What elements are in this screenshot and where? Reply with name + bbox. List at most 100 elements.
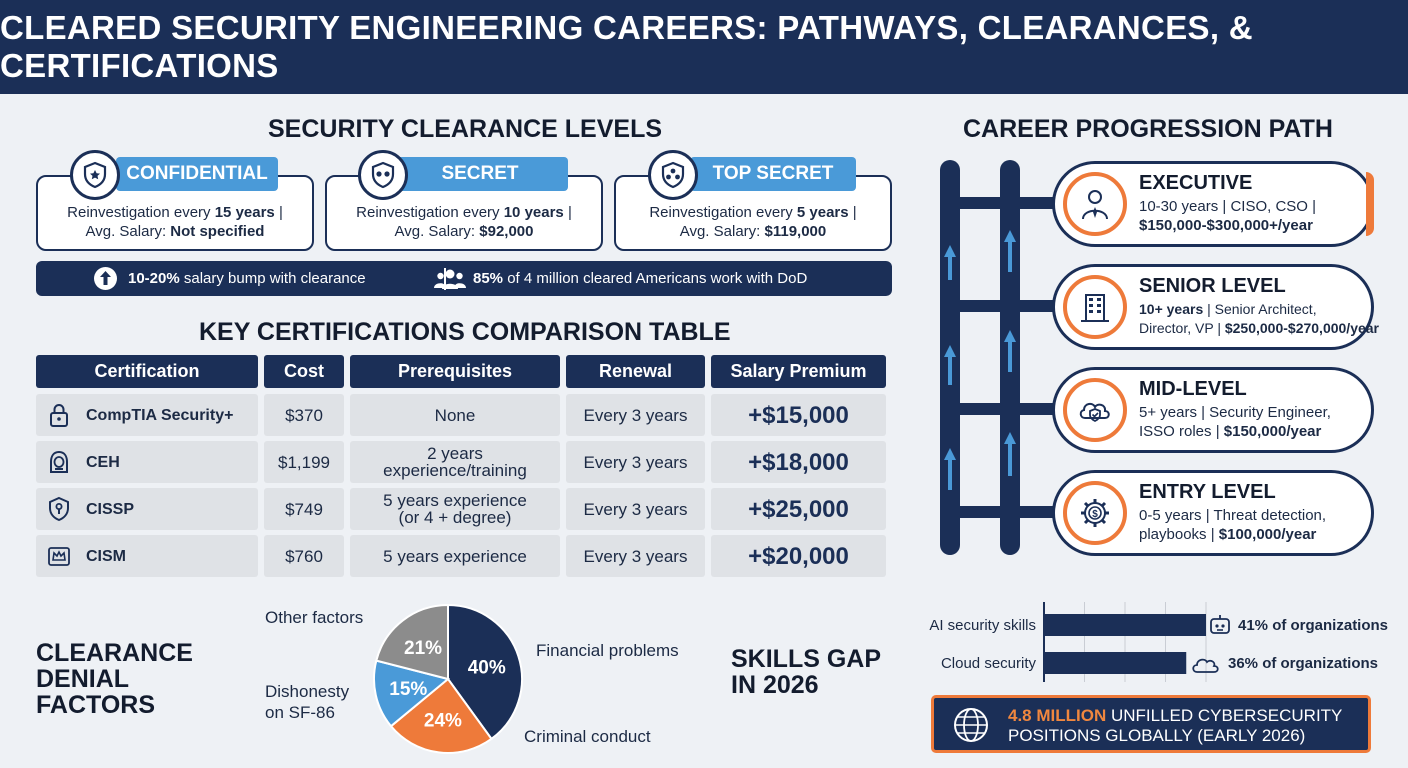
cert-renewal: Every 3 years — [566, 394, 705, 436]
clearance-badge-confidential: CONFIDENTIAL — [116, 157, 278, 191]
career-level-senior: SENIOR LEVEL 10+ years | Senior Architec… — [1052, 264, 1379, 350]
col-header-salary-premium: Salary Premium — [711, 355, 886, 388]
arrow-up-icon — [944, 230, 1016, 490]
career-level-mid: MID-LEVEL 5+ years | Security Engineer, … — [1052, 367, 1374, 453]
cert-name: CEH — [86, 453, 120, 471]
pie-label-financial: Financial problems — [536, 641, 679, 660]
dod-share-text: of 4 million cleared Americans work with… — [503, 270, 808, 287]
bar-ai-security-skills — [1044, 614, 1206, 636]
cert-prereq-line1: None — [434, 405, 476, 425]
cert-prereq-line1: 5 years experience — [383, 491, 527, 510]
skills-bar-chart — [1043, 602, 1207, 682]
clearance-sep: | — [563, 204, 572, 221]
cert-renewal: Every 3 years — [566, 535, 705, 577]
denial-heading-line2: DENIAL — [36, 665, 130, 693]
clearance-text: Reinvestigation every — [67, 204, 215, 221]
table-row-cism-name: CISM — [36, 535, 258, 577]
skills-heading: SKILLS GAP IN 2026 — [731, 646, 881, 698]
pie-label-dishonesty: Dishonesty on SF-86 — [265, 682, 350, 722]
table-row-cissp-name: CISSP — [36, 488, 258, 530]
ladder-rung — [950, 403, 1060, 415]
office-building-icon — [1063, 275, 1127, 339]
robot-icon — [1210, 615, 1230, 634]
shield-two-stars-icon — [358, 150, 408, 200]
cloud-icon — [1192, 658, 1219, 673]
cert-prereq: None — [350, 394, 560, 436]
denial-heading-line1: CLEARANCE — [36, 639, 193, 667]
career-title: EXECUTIVE — [1139, 172, 1253, 194]
clearance-salary: $92,000 — [479, 223, 534, 240]
pie-slice-dishonesty-on-sf-86 — [373, 659, 451, 728]
pie-value-label: 40% — [468, 657, 506, 678]
cert-premium: +$20,000 — [711, 535, 886, 577]
pie-value-label: 21% — [404, 638, 442, 659]
career-salary: $100,000/year — [1218, 526, 1317, 543]
denial-heading: CLEARANCE DENIAL FACTORS — [36, 640, 193, 718]
career-detail-line2: ISSO roles | — [1139, 423, 1224, 440]
bar-value-ai: 41% of organizations — [1238, 617, 1389, 634]
page-title: CLEARED SECURITY ENGINEERING CAREERS: PA… — [0, 9, 1253, 84]
ladder-rung — [950, 300, 1060, 312]
header-banner: CLEARED SECURITY ENGINEERING CAREERS: PA… — [0, 0, 1408, 94]
unfilled-positions-banner: 4.8 MILLION UNFILLED CYBERSECURITY POSIT… — [931, 695, 1371, 753]
pie-label-criminal: Criminal conduct — [524, 727, 651, 746]
cert-premium: +$25,000 — [711, 488, 886, 530]
cert-name: CISM — [86, 547, 126, 565]
clearance-years: 10 years — [503, 204, 564, 221]
career-level-executive: EXECUTIVE 10-30 years | CISO, CSO | $150… — [1052, 161, 1374, 247]
banner-text-line2: POSITIONS GLOBALLY (EARLY 2026) — [1008, 726, 1306, 745]
pie-slice-financial-problems — [447, 603, 523, 741]
clearance-badge-secret: SECRET — [392, 157, 568, 191]
cert-name: CISSP — [86, 500, 135, 518]
pie-slice-criminal-conduct — [389, 677, 493, 754]
career-detail-line1: 10-30 years | CISO, CSO | — [1139, 198, 1317, 215]
salary-bump-value: 10-20% — [128, 270, 180, 287]
hacker-icon — [50, 450, 68, 473]
career-years: 10+ years — [1139, 301, 1204, 317]
pie-value-label: 24% — [424, 710, 462, 731]
cert-name: CompTIA Security+ — [86, 406, 234, 424]
cert-prereq-line1: 5 years experience — [383, 546, 527, 566]
ladder-up-arrows — [944, 230, 1016, 490]
table-row-ceh-name: CEH — [36, 441, 258, 483]
people-icon — [434, 269, 466, 289]
clearance-salary-label: Avg. Salary: — [679, 223, 765, 240]
cert-prereq: 5 years experience (or 4 + degree) — [350, 488, 560, 530]
gear-dollar-icon: $ — [1063, 481, 1127, 545]
denial-pie-chart: 40% 24% 15% 21% — [373, 603, 523, 754]
pie-value-label: 15% — [389, 679, 427, 700]
stats-divider — [444, 268, 446, 290]
bar-cloud-security — [1044, 652, 1187, 674]
clearance-salary-label: Avg. Salary: — [85, 223, 171, 240]
career-title: ENTRY LEVEL — [1139, 481, 1276, 503]
cert-prereq-line2: experience/training — [383, 461, 527, 480]
cert-cost: $370 — [264, 394, 344, 436]
bar-value-cloud: 36% of organizations — [1228, 655, 1379, 672]
cert-premium: +$18,000 — [711, 441, 886, 483]
pie-slice-other-factors — [375, 603, 449, 681]
certs-heading: KEY CERTIFICATIONS COMPARISON TABLE — [199, 318, 731, 346]
skills-heading-line1: SKILLS GAP — [731, 645, 882, 673]
col-header-certification: Certification — [36, 355, 258, 388]
shield-three-stars-icon — [648, 150, 698, 200]
clearance-years: 15 years — [214, 204, 275, 221]
card-accent — [1366, 172, 1374, 236]
table-row-comptia-name: CompTIA Security+ — [36, 394, 258, 436]
clearance-salary-label: Avg. Salary: — [394, 223, 480, 240]
cert-cost: $1,199 — [264, 441, 344, 483]
clearance-text: Reinvestigation every — [649, 204, 797, 221]
career-salary: $150,000-$300,000+/year — [1139, 217, 1313, 234]
career-level-entry: $ ENTRY LEVEL 0-5 years | Threat detecti… — [1052, 470, 1374, 556]
cert-renewal: Every 3 years — [566, 441, 705, 483]
shield-star-icon — [70, 150, 120, 200]
career-detail-line1: | Senior Architect, — [1203, 301, 1317, 317]
career-detail-line2: playbooks | — [1139, 526, 1219, 543]
banner-text-line1: UNFILLED CYBERSECURITY — [1106, 706, 1343, 725]
col-header-renewal: Renewal — [566, 355, 705, 388]
bar-label-cloud: Cloud security — [940, 655, 1036, 672]
cert-cost: $749 — [264, 488, 344, 530]
pie-label-other: Other factors — [265, 608, 364, 627]
skills-heading-line2: IN 2026 — [731, 671, 819, 699]
clearance-salary: $119,000 — [764, 223, 827, 240]
career-salary: $150,000/year — [1223, 423, 1322, 440]
